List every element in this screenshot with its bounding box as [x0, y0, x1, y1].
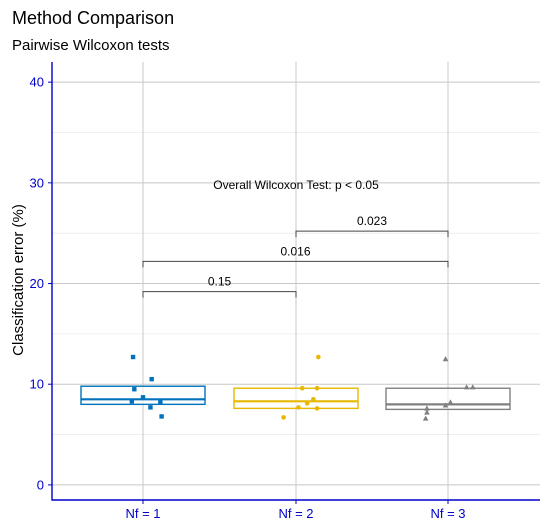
comparison-brackets: 0.15 0.016 0.023 [142, 214, 449, 298]
comparison-bracket [295, 230, 449, 238]
comparison-p-value: 0.016 [280, 244, 310, 258]
data-point [158, 400, 163, 405]
data-point [442, 356, 449, 362]
data-point [148, 405, 153, 410]
data-point [130, 354, 136, 360]
comparison-bracket [142, 260, 449, 268]
y-axis-label: Classification error (%) [10, 204, 27, 356]
ticks: 0 10 20 30 40 Nf = 1 Nf = 2 Nf = 3 [30, 75, 466, 521]
data-point [132, 387, 137, 392]
data-point [424, 409, 430, 415]
data-point [159, 414, 164, 419]
data-point [470, 384, 476, 390]
y-tick-label: 30 [30, 175, 44, 190]
data-point [424, 405, 430, 411]
overall-test-annotation: Overall Wilcoxon Test: p < 0.05 [213, 178, 379, 192]
x-tick-label: Nf = 1 [125, 506, 160, 521]
data-point [296, 405, 301, 410]
box [385, 387, 511, 411]
data-point [442, 402, 449, 408]
data-point [149, 376, 154, 382]
data-point [140, 395, 146, 400]
x-tick-label: Nf = 3 [430, 506, 465, 521]
data-points [129, 354, 476, 421]
data-point [304, 401, 310, 406]
comparison-bracket [142, 291, 297, 298]
comparison-p-value: 0.023 [357, 214, 387, 228]
data-point [299, 385, 305, 391]
data-point [311, 397, 316, 402]
data-point [314, 385, 320, 391]
data-point [422, 415, 429, 421]
box [233, 387, 359, 410]
data-point [281, 415, 286, 420]
data-point [316, 354, 321, 360]
y-tick-label: 40 [30, 75, 44, 90]
grid [52, 62, 540, 500]
data-point [129, 399, 135, 404]
y-tick-label: 20 [30, 276, 44, 291]
data-point [314, 406, 320, 411]
y-tick-label: 10 [30, 377, 44, 392]
chart-title: Method Comparison [12, 8, 174, 28]
chart-subtitle: Pairwise Wilcoxon tests [12, 37, 170, 54]
comparison-p-value: 0.15 [208, 275, 232, 289]
data-point [447, 399, 454, 405]
data-point [463, 384, 470, 390]
y-tick-label: 0 [37, 477, 44, 492]
x-tick-label: Nf = 2 [278, 506, 313, 521]
